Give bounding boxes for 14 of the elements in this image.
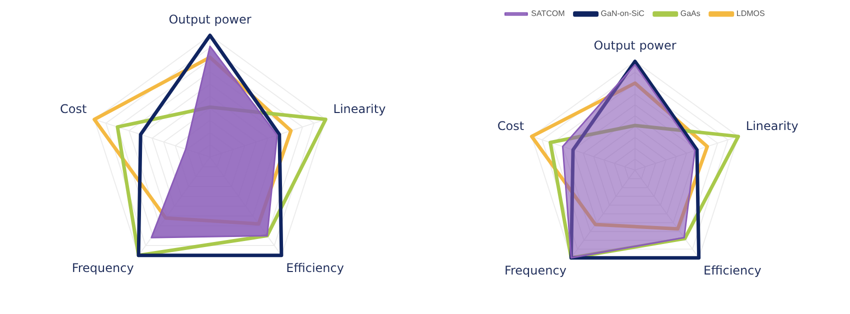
legend-label: GaAs	[680, 9, 700, 18]
spoke-label: Frequency	[504, 264, 566, 278]
spoke-label: Efficiency	[286, 261, 344, 276]
spoke-label: Linearity	[746, 118, 798, 133]
spoke-label: Cost	[497, 118, 524, 133]
spoke-label: Frequency	[72, 261, 134, 276]
spoke-label: Output power	[168, 12, 252, 26]
legend-label: SATCOM	[531, 9, 566, 18]
spoke-label: Output power	[594, 38, 676, 52]
spoke-label: Cost	[60, 102, 88, 116]
spoke-label: Linearity	[333, 102, 386, 116]
legend-label: GaN-on-SiC	[600, 9, 645, 18]
legend-label: LDMOS	[736, 9, 765, 18]
spoke-label: Efficiency	[704, 264, 762, 278]
